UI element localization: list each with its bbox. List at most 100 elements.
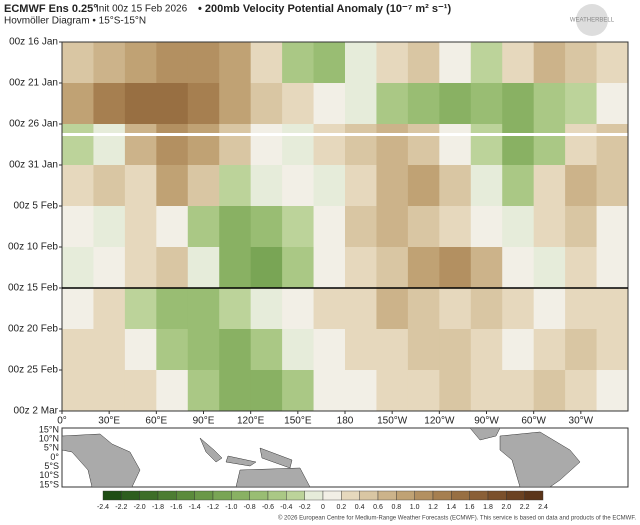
field-cell	[439, 42, 472, 84]
missing-data-gap	[62, 133, 628, 136]
field-cell	[376, 329, 409, 371]
colorbar-label: -0.8	[244, 504, 256, 511]
field-cell	[93, 83, 126, 125]
field-cell	[376, 42, 409, 84]
field-cell	[219, 370, 252, 412]
field-cell	[187, 329, 220, 371]
colorbar-label: 1.0	[410, 504, 420, 511]
field-cell	[502, 247, 535, 289]
colorbar-label: 0.6	[373, 504, 383, 511]
colorbar-label: -1.4	[189, 504, 201, 511]
field-cell	[470, 206, 503, 248]
field-cell	[187, 206, 220, 248]
field-cell	[282, 165, 315, 207]
field-cell	[313, 83, 346, 125]
field-cell	[376, 206, 409, 248]
colorbar-label: 0.2	[336, 504, 346, 511]
x-tick-label: 120°W	[424, 416, 455, 427]
title-right: • 200mb Velocity Potential Anomaly (10⁻⁷…	[198, 3, 451, 15]
australia	[235, 467, 311, 488]
colorbar-label: -1.2	[207, 504, 219, 511]
field-cell	[596, 124, 629, 166]
init: Init 00z 15 Feb 2026	[96, 4, 188, 15]
field-cell	[502, 288, 535, 330]
logo: WEATHERBELL	[570, 18, 615, 24]
field-cell	[376, 247, 409, 289]
lat-label: 5°S	[44, 461, 59, 471]
field-cell	[282, 206, 315, 248]
field-cell	[187, 42, 220, 84]
x-tick-label: 120°E	[237, 416, 265, 427]
colorbar-swatch	[524, 490, 544, 501]
colorbar-label: -0.6	[262, 504, 274, 511]
field-cell	[345, 288, 377, 330]
field-cell	[124, 83, 157, 125]
field-cell	[376, 124, 409, 166]
field-cell	[62, 370, 94, 412]
colorbar-label: -1.6	[170, 504, 182, 511]
field-cell	[565, 165, 598, 207]
lat-label: 15°N	[39, 424, 59, 434]
field-cell	[124, 42, 157, 84]
y-tick-label: 00z 25 Feb	[8, 365, 58, 376]
colorbar-swatch	[231, 490, 250, 501]
field-cell	[565, 206, 598, 248]
field-cell	[219, 165, 252, 207]
colorbar-label: 1.6	[465, 504, 475, 511]
field-cell	[62, 247, 94, 289]
field-cell	[313, 165, 346, 207]
field-cell	[439, 165, 472, 207]
x-tick-label: 30°E	[98, 416, 120, 427]
field-cell	[156, 206, 189, 248]
colorbar-label: -2.4	[97, 504, 109, 511]
field-cell	[282, 370, 315, 412]
colorbar-swatch	[194, 490, 214, 501]
colorbar-swatch	[469, 490, 489, 501]
colorbar-swatch	[249, 490, 269, 501]
colorbar-label: -0.2	[299, 504, 311, 511]
field-cell	[93, 370, 126, 412]
field-cell	[62, 165, 94, 207]
field-cell	[156, 247, 189, 289]
field-cell	[93, 165, 126, 207]
field-cell	[407, 206, 440, 248]
field-cell	[124, 370, 157, 412]
field-cell	[470, 370, 503, 412]
field-cell	[565, 42, 598, 84]
x-tick-label: 60°E	[145, 416, 167, 427]
field-cell	[533, 42, 566, 84]
field-cell	[313, 124, 346, 166]
colorbar-swatch	[157, 490, 177, 501]
colorbar-swatch	[102, 490, 122, 501]
field-cell	[596, 83, 629, 125]
colorbar-swatch	[304, 490, 324, 501]
colorbar-label: 0.4	[355, 504, 365, 511]
colorbar-swatch	[396, 490, 415, 501]
field-cell	[565, 124, 598, 166]
field-cell	[502, 165, 535, 207]
x-tick-label: 30°W	[569, 416, 594, 427]
field-cell	[250, 42, 283, 84]
field-cell	[407, 247, 440, 289]
field-cell	[502, 124, 535, 166]
colorbar-swatch	[139, 490, 159, 501]
field-cell	[250, 329, 283, 371]
x-tick-label: 60°W	[521, 416, 546, 427]
field-cell	[439, 83, 472, 125]
field-cell	[470, 247, 503, 289]
colorbar-label: 1.2	[428, 504, 438, 511]
lat-label: 5°N	[44, 443, 59, 453]
field-cell	[156, 288, 189, 330]
x-tick-label: 90°W	[474, 416, 499, 427]
field-cell	[533, 165, 566, 207]
field-cell	[62, 288, 94, 330]
y-tick-label: 00z 20 Feb	[8, 324, 58, 335]
field-cell	[313, 288, 346, 330]
field-cell	[533, 247, 566, 289]
y-tick-label: 00z 21 Jan	[9, 78, 58, 89]
south-america	[499, 431, 581, 488]
field-cell	[502, 329, 535, 371]
field-cell	[156, 329, 189, 371]
colorbar-swatch	[377, 490, 397, 501]
x-tick-label: 150°E	[284, 416, 312, 427]
